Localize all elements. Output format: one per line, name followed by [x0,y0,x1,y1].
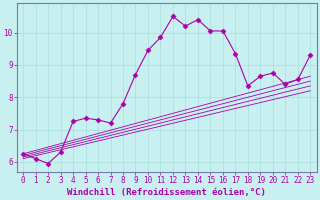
X-axis label: Windchill (Refroidissement éolien,°C): Windchill (Refroidissement éolien,°C) [67,188,266,197]
